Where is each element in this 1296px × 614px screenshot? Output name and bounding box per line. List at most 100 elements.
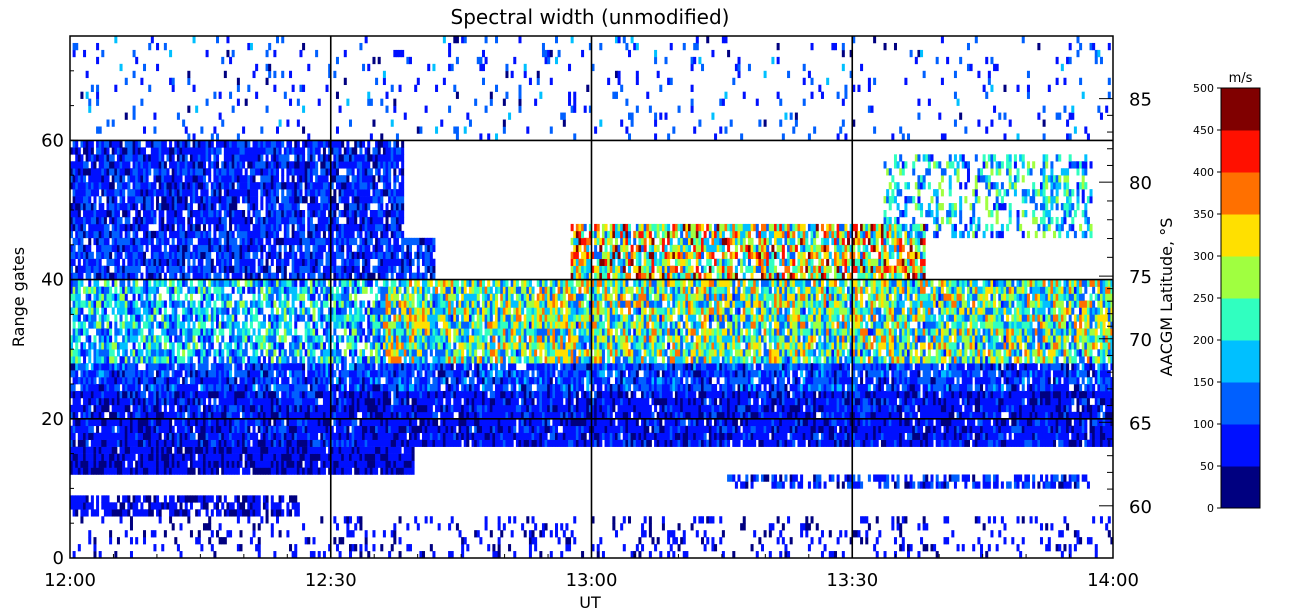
heatmap-cell	[974, 481, 978, 489]
heatmap-cell	[223, 509, 227, 517]
heatmap-cell	[189, 502, 193, 510]
heatmap-cell	[711, 397, 715, 406]
heatmap-cell	[1060, 551, 1064, 559]
heatmap-cell	[270, 390, 274, 399]
heatmap-cell	[714, 425, 718, 434]
heatmap-cell	[231, 377, 235, 385]
heatmap-cell	[75, 425, 79, 434]
heatmap-cell	[450, 551, 454, 559]
heatmap-cell	[283, 377, 287, 385]
heatmap-cell	[304, 446, 308, 454]
heatmap-cell	[247, 502, 251, 510]
heatmap-cell	[369, 418, 373, 427]
heatmap-cell	[307, 377, 311, 385]
heatmap-cell	[711, 537, 715, 545]
heatmap-cell	[283, 446, 287, 454]
heatmap-cell	[674, 411, 678, 420]
heatmap-cell	[1066, 397, 1070, 406]
heatmap-cell	[364, 404, 368, 413]
heatmap-cell	[857, 404, 861, 413]
heatmap-cell	[664, 390, 668, 399]
heatmap-cell	[411, 453, 415, 461]
heatmap-cell	[588, 418, 592, 427]
heatmap-cell	[98, 411, 102, 420]
heatmap-cell	[802, 432, 806, 440]
heatmap-cell	[690, 390, 694, 399]
heatmap-cell	[176, 460, 180, 468]
heatmap-cell	[307, 370, 311, 378]
heatmap-cell	[591, 418, 595, 427]
heatmap-cell	[849, 432, 853, 440]
heatmap-cell	[234, 446, 238, 454]
heatmap-cell	[132, 377, 136, 385]
heatmap-cell	[208, 384, 212, 392]
heatmap-cell	[375, 397, 379, 406]
heatmap-cell	[166, 411, 170, 420]
heatmap-cell	[354, 377, 358, 385]
heatmap-cell	[946, 516, 950, 524]
heatmap-cell	[75, 467, 79, 475]
heatmap-cell	[893, 537, 897, 545]
heatmap-cell	[335, 523, 339, 531]
heatmap-cell	[80, 432, 84, 440]
heatmap-cell	[495, 377, 499, 385]
heatmap-cell	[562, 404, 566, 413]
heatmap-cell	[249, 404, 253, 413]
heatmap-cell	[1026, 404, 1030, 413]
heatmap-cell	[278, 530, 282, 538]
heatmap-cell	[526, 516, 530, 524]
heatmap-cell	[312, 418, 316, 427]
heatmap-cell	[226, 460, 230, 468]
heatmap-cell	[221, 397, 225, 406]
heatmap-cell	[547, 363, 551, 371]
heatmap-cell	[432, 432, 436, 440]
heatmap-cell	[260, 460, 264, 468]
heatmap-cell	[891, 397, 895, 406]
heatmap-cell	[145, 404, 149, 413]
heatmap-cell	[315, 370, 319, 378]
heatmap-cell	[547, 384, 551, 392]
heatmap-cell	[200, 432, 204, 440]
heatmap-cell	[229, 509, 233, 517]
heatmap-cell	[466, 397, 470, 406]
heatmap-cell	[278, 411, 282, 420]
heatmap-cell	[549, 411, 553, 420]
heatmap-cell	[302, 377, 306, 385]
heatmap-cell	[458, 530, 462, 538]
heatmap-cell	[124, 495, 128, 503]
heatmap-cell	[145, 439, 149, 447]
heatmap-cell	[1045, 523, 1049, 531]
heatmap-cell	[176, 432, 180, 440]
heatmap-cell	[471, 439, 475, 447]
heatmap-cell	[231, 397, 235, 406]
heatmap-cell	[721, 397, 725, 406]
heatmap-cell	[148, 377, 152, 385]
heatmap-cell	[1071, 474, 1075, 482]
heatmap-cell	[83, 446, 87, 454]
heatmap-cell	[106, 453, 110, 461]
heatmap-cell	[792, 418, 796, 427]
heatmap-cell	[242, 425, 246, 434]
heatmap-cell	[818, 390, 822, 399]
heatmap-cell	[302, 467, 306, 475]
heatmap-cell	[275, 502, 279, 510]
heatmap-cell	[249, 384, 253, 392]
heatmap-cell	[487, 432, 491, 440]
heatmap-cell	[479, 397, 483, 406]
heatmap-cell	[169, 404, 173, 413]
heatmap-cell	[787, 390, 791, 399]
heatmap-cell	[909, 390, 913, 399]
heatmap-cell	[943, 404, 947, 413]
heatmap-cell	[137, 397, 141, 406]
heatmap-cell	[841, 418, 845, 427]
heatmap-cell	[489, 377, 493, 385]
heatmap-cell	[513, 384, 517, 392]
heatmap-cell	[972, 481, 976, 489]
heatmap-cell	[860, 439, 864, 447]
heatmap-cell	[831, 551, 835, 559]
heatmap-cell	[654, 439, 658, 447]
heatmap-cell	[886, 432, 890, 440]
heatmap-cell	[244, 439, 248, 447]
heatmap-cell	[557, 390, 561, 399]
heatmap-cell	[706, 439, 710, 447]
